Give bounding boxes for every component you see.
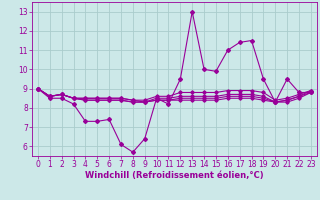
X-axis label: Windchill (Refroidissement éolien,°C): Windchill (Refroidissement éolien,°C) <box>85 171 264 180</box>
